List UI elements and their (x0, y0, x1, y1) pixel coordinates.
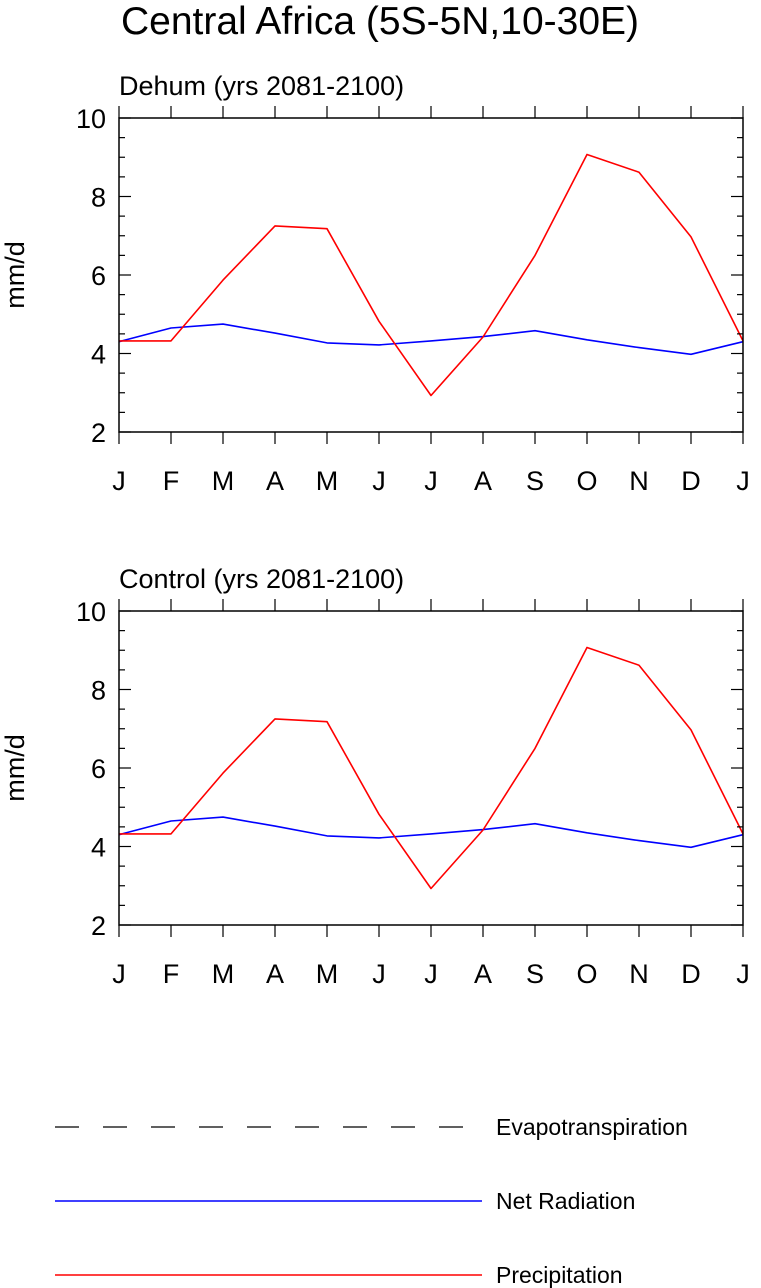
x-tick-label-dehum: F (163, 466, 180, 496)
y-tick-label-control: 6 (91, 754, 106, 784)
panel-title-dehum: Dehum (yrs 2081-2100) (119, 71, 404, 101)
x-tick-label-dehum: N (629, 466, 649, 496)
x-tick-label-control: M (316, 959, 339, 989)
x-tick-label-control: J (112, 959, 126, 989)
x-tick-label-control: M (212, 959, 235, 989)
main-title: Central Africa (5S-5N,10-30E) (121, 0, 639, 43)
x-tick-label-control: N (629, 959, 649, 989)
y-tick-label-control: 8 (91, 676, 106, 706)
x-tick-label-dehum: J (112, 466, 126, 496)
y-axis-label-control: mm/d (0, 734, 30, 802)
x-tick-label-dehum: D (681, 466, 701, 496)
x-tick-label-dehum: M (212, 466, 235, 496)
y-tick-label-dehum: 10 (76, 104, 106, 134)
x-tick-label-control: O (576, 959, 597, 989)
x-tick-label-dehum: J (372, 466, 386, 496)
x-tick-label-control: A (266, 959, 284, 989)
series-line-precipitation-control (119, 646, 744, 890)
y-tick-label-dehum: 2 (91, 418, 106, 448)
series-line-precipitation-dehum (119, 153, 744, 397)
x-tick-label-control: J (736, 959, 750, 989)
panel-control: Control (yrs 2081-2100) mm/d 2 4 6 8 10 J F M A M J J… (0, 564, 750, 989)
y-axis-label-dehum: mm/d (0, 241, 30, 309)
plot-frame-dehum (118, 117, 744, 433)
y-tick-label-control: 10 (76, 597, 106, 627)
legend: Evapotranspiration Net Radiation Precipi… (55, 1114, 688, 1288)
legend-label-precipitation: Precipitation (496, 1262, 623, 1288)
x-tick-label-dehum: A (474, 466, 492, 496)
x-tick-label-dehum: J (736, 466, 750, 496)
x-tick-label-control: D (681, 959, 701, 989)
x-tick-label-control: F (163, 959, 180, 989)
series-line-net-radiation-dehum (118, 323, 744, 356)
y-tick-label-dehum: 8 (91, 183, 106, 213)
x-tick-label-control: J (372, 959, 386, 989)
x-tick-label-dehum: S (526, 466, 544, 496)
x-tick-label-dehum: O (576, 466, 597, 496)
y-tick-label-control: 4 (91, 833, 106, 863)
y-tick-label-dehum: 6 (91, 261, 106, 291)
plot-frame-control (118, 610, 744, 926)
legend-label-evapotranspiration: Evapotranspiration (496, 1114, 688, 1140)
legend-label-net-radiation: Net Radiation (496, 1188, 635, 1214)
y-tick-label-control: 2 (91, 911, 106, 941)
x-tick-label-control: A (474, 959, 492, 989)
panel-dehum: Dehum (yrs 2081-2100) mm/d 2 4 6 8 10 J F M A M J J A S… (0, 71, 750, 496)
x-tick-label-dehum: J (424, 466, 438, 496)
x-tick-label-control: J (424, 959, 438, 989)
series-line-net-radiation-control (118, 816, 744, 849)
panel-title-control: Control (yrs 2081-2100) (119, 564, 404, 594)
x-tick-label-dehum: A (266, 466, 284, 496)
x-tick-label-control: S (526, 959, 544, 989)
y-tick-label-dehum: 4 (91, 340, 106, 370)
x-tick-label-dehum: M (316, 466, 339, 496)
